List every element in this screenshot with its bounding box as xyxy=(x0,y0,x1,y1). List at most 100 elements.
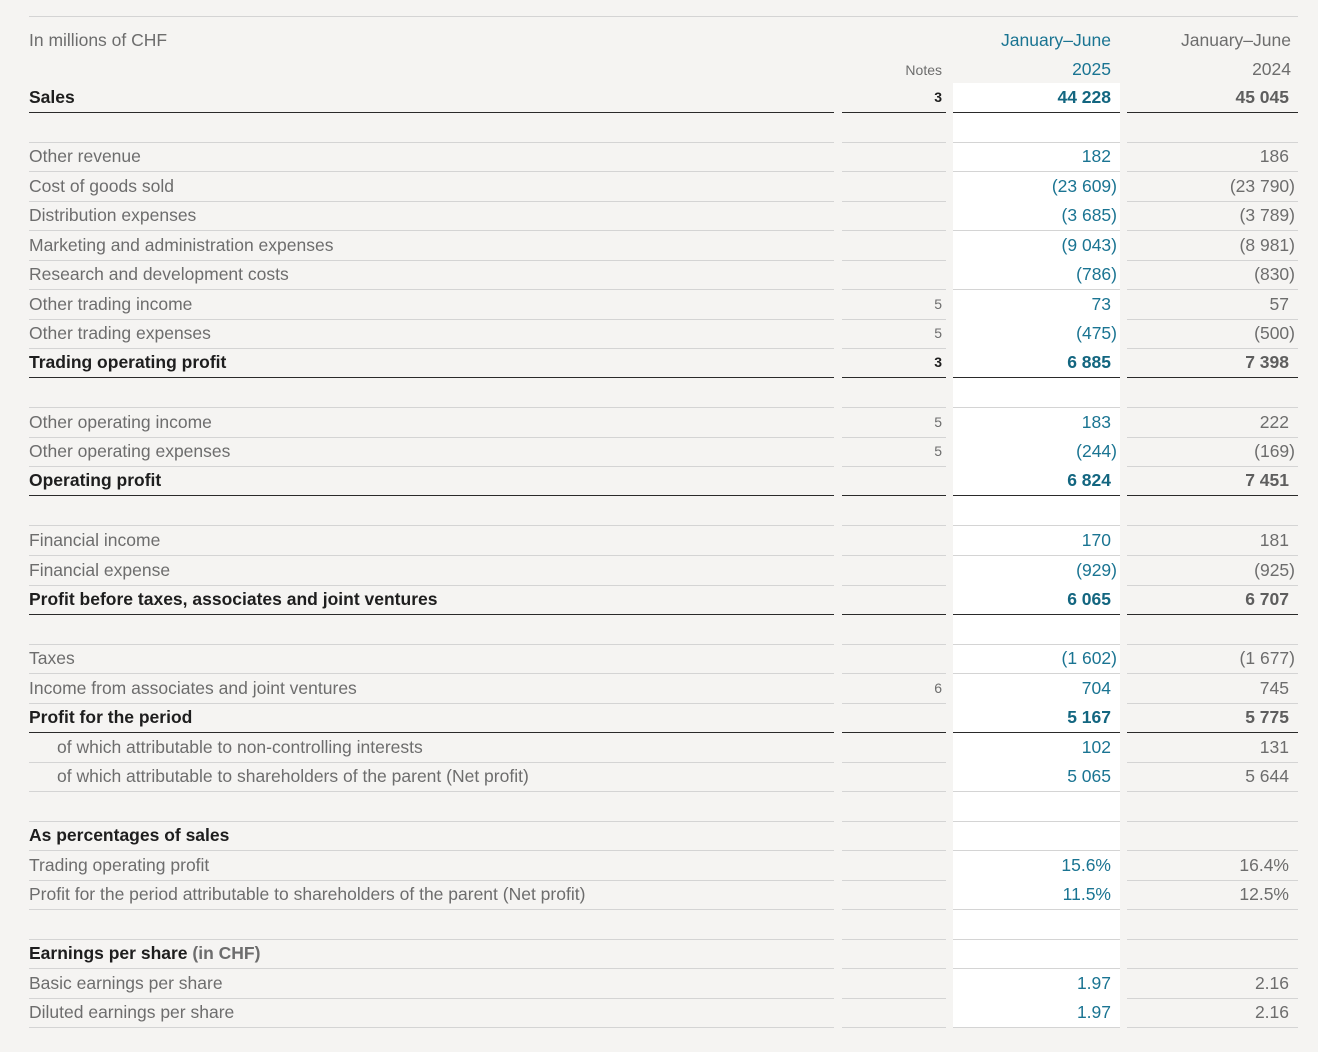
row-label: Profit before taxes, associates and join… xyxy=(29,585,834,615)
spacer-cell xyxy=(842,496,946,526)
row-label: Other operating expenses xyxy=(29,437,834,467)
section-spacer xyxy=(0,910,1318,940)
current-value: (786) xyxy=(953,260,1120,290)
row-label: of which attributable to shareholders of… xyxy=(29,762,834,792)
prior-value: (830) xyxy=(1127,260,1298,290)
table-row: Research and development costs (786) (830) xyxy=(0,260,1318,290)
row-label-text: Marketing and administration expenses xyxy=(29,235,334,255)
note-ref: 3 xyxy=(842,348,946,378)
spacer-cell xyxy=(842,792,946,822)
prior-value: 5 644 xyxy=(1127,762,1298,792)
total-row: Trading operating profit 3 6 885 7 398 xyxy=(0,348,1318,378)
row-label-text: Financial income xyxy=(29,530,161,550)
note-ref xyxy=(842,733,946,763)
unit-label: In millions of CHF xyxy=(29,30,168,50)
current-value: (929) xyxy=(953,556,1120,586)
row-label-unit: (in CHF) xyxy=(187,943,261,963)
prior-period-header: January–June xyxy=(1181,30,1291,50)
table-row: Distribution expenses (3 685) (3 789) xyxy=(0,201,1318,231)
spacer-cell xyxy=(953,378,1120,408)
current-value: (3 685) xyxy=(953,201,1120,231)
section-spacer xyxy=(0,378,1318,408)
note-ref xyxy=(842,851,946,881)
row-label-text: of which attributable to non-controlling… xyxy=(57,737,423,757)
prior-value: 222 xyxy=(1127,408,1298,438)
current-value: (23 609) xyxy=(953,172,1120,202)
current-value: 5 167 xyxy=(953,703,1120,733)
row-label: Trading operating profit xyxy=(29,851,834,881)
table-row: Other trading expenses 5 (475) (500) xyxy=(0,319,1318,349)
current-value: 1.97 xyxy=(953,969,1120,999)
prior-value: (1 677) xyxy=(1127,644,1298,674)
prior-value xyxy=(1127,821,1298,851)
section-spacer xyxy=(0,496,1318,526)
current-value: (1 602) xyxy=(953,644,1120,674)
row-label-text: Earnings per share xyxy=(29,943,188,963)
table-row: Cost of goods sold (23 609) (23 790) xyxy=(0,172,1318,202)
row-label: Earnings per share (in CHF) xyxy=(29,939,834,969)
prior-value: 45 045 xyxy=(1127,83,1298,113)
current-period-header: January–June xyxy=(1001,30,1111,50)
prior-value: 7 451 xyxy=(1127,466,1298,496)
row-label-text: Research and development costs xyxy=(29,264,289,284)
row-label-text: Other operating income xyxy=(29,412,212,432)
row-label: Operating profit xyxy=(29,466,834,496)
row-label-text: Profit for the period xyxy=(29,707,193,727)
row-label: Profit for the period xyxy=(29,703,834,733)
current-value xyxy=(953,939,1120,969)
current-value: 183 xyxy=(953,408,1120,438)
current-value: (9 043) xyxy=(953,231,1120,261)
row-label: Financial expense xyxy=(29,556,834,586)
spacer-cell xyxy=(953,113,1120,143)
prior-value: 181 xyxy=(1127,526,1298,556)
row-label-text: As percentages of sales xyxy=(29,825,230,845)
row-label: Sales xyxy=(29,83,834,113)
table-row: of which attributable to non-controlling… xyxy=(0,733,1318,763)
current-value: 73 xyxy=(953,290,1120,320)
table-row: Diluted earnings per share 1.97 2.16 xyxy=(0,998,1318,1028)
note-ref xyxy=(842,556,946,586)
current-value: (244) xyxy=(953,437,1120,467)
row-label-text: Other trading income xyxy=(29,294,193,314)
current-value: 182 xyxy=(953,142,1120,172)
row-label: Profit for the period attributable to sh… xyxy=(29,880,834,910)
prior-value: (500) xyxy=(1127,319,1298,349)
row-label: Cost of goods sold xyxy=(29,172,834,202)
spacer-cell xyxy=(953,615,1120,645)
row-label-text: Trading operating profit xyxy=(29,855,210,875)
spacer-cell xyxy=(29,910,834,940)
current-value: 44 228 xyxy=(953,83,1120,113)
row-label-text: Other revenue xyxy=(29,146,141,166)
current-value: 15.6% xyxy=(953,851,1120,881)
spacer-cell xyxy=(953,792,1120,822)
row-label: Research and development costs xyxy=(29,260,834,290)
row-label: Marketing and administration expenses xyxy=(29,231,834,261)
spacer-cell xyxy=(1127,615,1298,645)
table-row: Marketing and administration expenses (9 … xyxy=(0,231,1318,261)
prior-value xyxy=(1127,939,1298,969)
prior-value: 7 398 xyxy=(1127,348,1298,378)
prior-value: 5 775 xyxy=(1127,703,1298,733)
total-row: Earnings per share (in CHF) xyxy=(0,939,1318,969)
current-value xyxy=(953,821,1120,851)
row-label: Taxes xyxy=(29,644,834,674)
current-value: 1.97 xyxy=(953,998,1120,1028)
note-ref xyxy=(842,880,946,910)
current-value: 5 065 xyxy=(953,762,1120,792)
note-ref xyxy=(842,821,946,851)
table-row: Basic earnings per share 1.97 2.16 xyxy=(0,969,1318,999)
table-row: Other operating expenses 5 (244) (169) xyxy=(0,437,1318,467)
note-ref: 5 xyxy=(842,319,946,349)
spacer-cell xyxy=(1127,496,1298,526)
prior-value: 12.5% xyxy=(1127,880,1298,910)
row-label: Basic earnings per share xyxy=(29,969,834,999)
prior-value: 131 xyxy=(1127,733,1298,763)
spacer-cell xyxy=(29,378,834,408)
current-value: 704 xyxy=(953,674,1120,704)
prior-value: (3 789) xyxy=(1127,201,1298,231)
note-ref xyxy=(842,526,946,556)
spacer-cell xyxy=(953,496,1120,526)
note-ref xyxy=(842,939,946,969)
spacer-cell xyxy=(842,113,946,143)
current-year-header: 2025 xyxy=(1072,59,1111,79)
